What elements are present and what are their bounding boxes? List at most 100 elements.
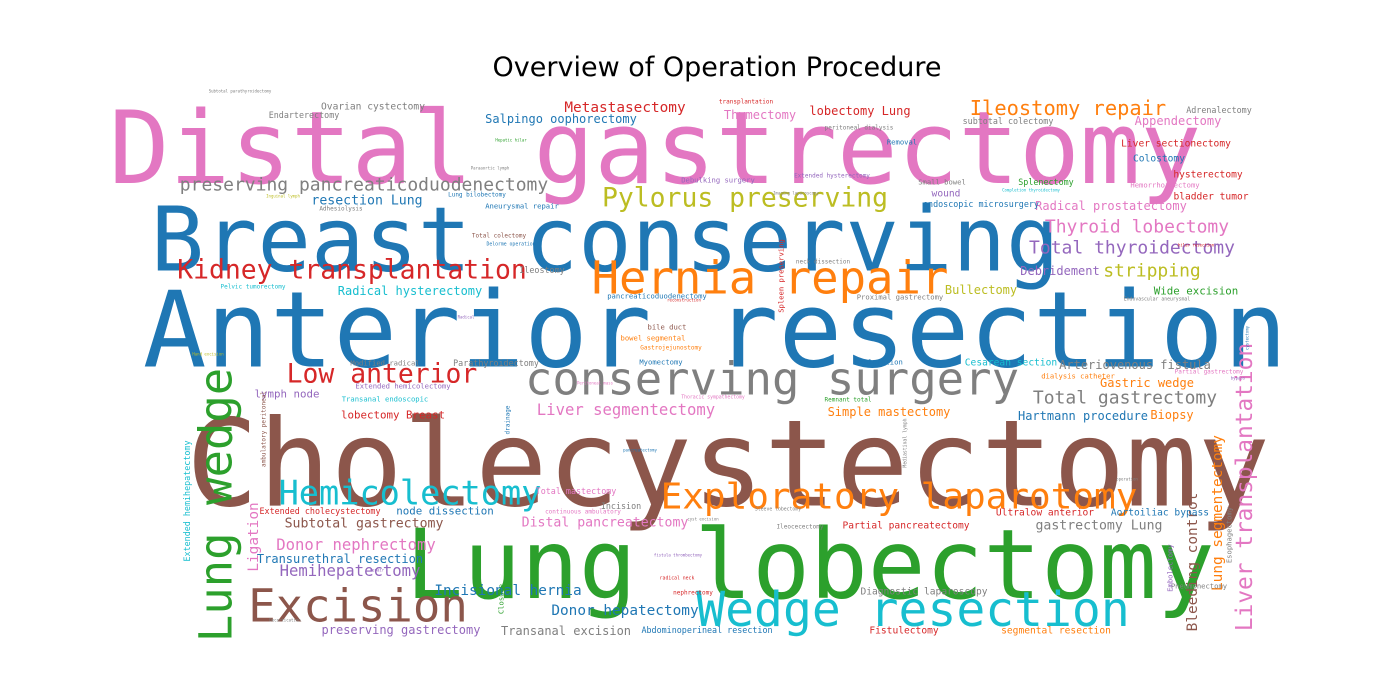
word-low-anterior: Low anterior — [287, 359, 478, 390]
word-pelvic-tumorectomy: Pelvic tumorectomy — [220, 284, 285, 291]
word-incisional-hernia: Incisional hernia — [434, 583, 581, 599]
word-debridement: Debridement — [1020, 264, 1099, 278]
word-arteriovenous-fistula: Arteriovenous fistula — [1059, 358, 1211, 372]
word-transurethral-resection: Transurethral resection — [257, 552, 423, 566]
word-modified-radical: Modified radical — [350, 359, 419, 368]
word-liver-sectionectomy: Liver sectionectomy — [1121, 139, 1231, 150]
word-fistulectomy: Fistulectomy — [869, 626, 939, 637]
word-ambulatory-peritoneal: ambulatory peritoneal — [261, 391, 268, 467]
word-peritoneal-dialysis: peritoneal dialysis — [825, 125, 894, 132]
word-node-dissection: node dissection — [396, 505, 494, 518]
word-donor-nephrectomy: Donor nephrectomy — [276, 536, 436, 554]
word-aortoiliac-bypass: Aortoiliac bypass — [1111, 508, 1209, 519]
word-pancreaticoduodenectomy: pancreaticoduodenectomy — [607, 292, 707, 301]
word-ileocecectomy: Ileocecectomy — [777, 524, 824, 531]
word-operation: operation — [1116, 477, 1138, 482]
word-abdominoperineal-resection: Abdominoperineal resection — [641, 625, 772, 635]
word-bile-duct: bile duct — [648, 323, 687, 332]
word-stripping: stripping — [1103, 261, 1201, 282]
word-lobectomy-lung: lobectomy Lung — [809, 104, 910, 118]
word-repair: repair — [370, 568, 385, 573]
word-inguinal-lymph: Inguinal lymph — [266, 194, 300, 199]
word-hepatic-hilar: Hepatic hilar — [495, 138, 527, 143]
word-hemihepatectomy: Hemihepatectomy — [280, 562, 421, 580]
word-cesarean-section: Cesarean section — [965, 358, 1057, 369]
word-subtotal-colectomy: subtotal colectomy — [963, 116, 1054, 126]
word-endarterectomy: Endarterectomy — [269, 110, 340, 120]
word-hemorrhoidectomy: Hemorrhoidectomy — [1130, 181, 1200, 190]
word-distal-gastrectomy: Distal gastrectomy — [109, 89, 1201, 207]
word-gastrectomy-lung: gastrectomy Lung — [1035, 519, 1162, 534]
word-decortication: Decortication — [269, 618, 301, 623]
word-removal: Removal — [887, 138, 917, 147]
word-nephrectomy: nephrectomy — [673, 590, 713, 597]
word-hysterectomy: hysterectomy — [1173, 170, 1243, 181]
word-adrenalectomy: Adrenalectomy — [1186, 105, 1252, 115]
word-spleen-preserving: Spleen preserving — [777, 239, 786, 313]
word-extended-hemicolectomy: Extended hemicolectomy — [355, 382, 451, 391]
word-anterior-resection: Anterior resection — [143, 269, 1287, 392]
word-partial-gastrectomy: Partial gastrectomy — [1175, 369, 1244, 376]
word-excision: Excision — [248, 580, 468, 633]
word-partial-pancreatectomy: Partial pancreatectomy — [842, 521, 969, 532]
word-fistula-thrombectomy: fistula thrombectomy — [654, 553, 703, 558]
word-closure: Closure — [497, 584, 506, 614]
word-total-gastrectomy: Total gastrectomy — [1033, 388, 1217, 409]
word-cystectomy: cystectomy — [1245, 325, 1250, 350]
word-sleeve-lobectomy: Sleeve lobectomy — [755, 507, 801, 513]
word-radical-hysterectomy: Radical hysterectomy — [338, 284, 483, 298]
word-ligation: Ligation — [246, 502, 262, 571]
word-appendectomy: Appendectomy — [1135, 114, 1222, 128]
word-radical-prostatectomy: Radical prostatectomy — [1035, 199, 1187, 213]
word-lobectomy-breast: lobectomy Breast — [341, 409, 445, 422]
word-donor-hepatectomy: Donor hepatectomy — [551, 603, 699, 619]
word-radical: Radical — [458, 315, 475, 320]
word-liver-segmentectomy: Liver segmentectomy — [537, 401, 715, 419]
word-aneurysmal-repair: Aneurysmal repair — [485, 202, 559, 211]
word-embolectomy: Embolectomy — [1166, 544, 1175, 592]
word-splenectomy: Splenectomy — [1018, 177, 1073, 187]
chart-title: Overview of Operation Procedure — [493, 52, 942, 83]
word-lung-bilobectomy: Lung bilobectomy — [448, 192, 506, 199]
word-debulking-surgery: Debulking surgery — [681, 176, 755, 185]
word-metastasectomy: Metastasectomy — [564, 100, 686, 116]
word-pancreatectomy: pancreatectomy — [623, 448, 657, 453]
word-parathyroidectomy: Parathyroidectomy — [453, 358, 539, 368]
word-liver-transplantation: Liver transplantation — [1232, 343, 1258, 631]
word-breast-conserving: Breast conserving — [151, 189, 1060, 292]
word-ileostomy-repair: Ileostomy repair — [970, 96, 1166, 120]
word-pneumonectomy: Pneumonectomy — [1171, 582, 1228, 591]
word-total-mastectomy: Total mastectomy — [536, 486, 617, 496]
word-peritoneal-mass: Peritoneal mass — [577, 381, 614, 386]
word-hilar-resection: hilar resection — [1178, 243, 1215, 248]
word-reconstruction: reconstruction — [667, 298, 701, 303]
word-endoscopic-microsurgery: endoscopic microsurgery — [923, 199, 1039, 209]
word-wound: wound — [932, 189, 961, 200]
word-gastrojejunostomy: Gastrojejunostomy — [640, 345, 702, 352]
word-ileostomy: Ileostomy — [519, 265, 564, 275]
word-bypass: bypass — [1231, 376, 1246, 381]
word-resection-lung: resection Lung — [311, 194, 422, 209]
word-completion-thyroidectomy: Completion thyroidectomy — [1002, 188, 1060, 193]
word-total-thyroidectomy: Total thyroidectomy — [1029, 238, 1235, 259]
word-cyst-excision: cyst excision — [687, 517, 719, 522]
word-endovascular-aneurysmal: Endovascular aneurysmal — [1124, 297, 1191, 303]
word-ovarian-cystectomy: Ovarian cystectomy — [321, 102, 425, 113]
word-extended-hysterectomy: Extended hysterectomy — [794, 173, 870, 180]
word-preserving-gastrectomy: preserving gastrectomy — [322, 623, 481, 637]
word-wedge-resection: Wedge resection — [696, 582, 1129, 638]
word-biopsy: Biopsy — [1150, 408, 1193, 422]
word-radical-neck: radical neck — [660, 576, 695, 582]
word-wide-excision: Wide excision — [1154, 285, 1239, 298]
word-proximal-gastrectomy: Proximal gastrectomy — [857, 293, 944, 302]
word-myomectomy: Myomectomy — [639, 358, 683, 367]
word-lung-lobectomy: Lung lobectomy — [405, 509, 1214, 621]
word-transanal-excision: Transanal excision — [501, 624, 631, 638]
word-drainage: drainage — [505, 405, 512, 434]
word-bleeding-control: Bleeding control — [1185, 493, 1201, 632]
word-continuous-ambulatory: continuous ambulatory — [545, 509, 621, 516]
word-total-colectomy: Total colectomy — [472, 233, 527, 240]
word-simple-mastectomy: Simple mastectomy — [828, 405, 951, 419]
